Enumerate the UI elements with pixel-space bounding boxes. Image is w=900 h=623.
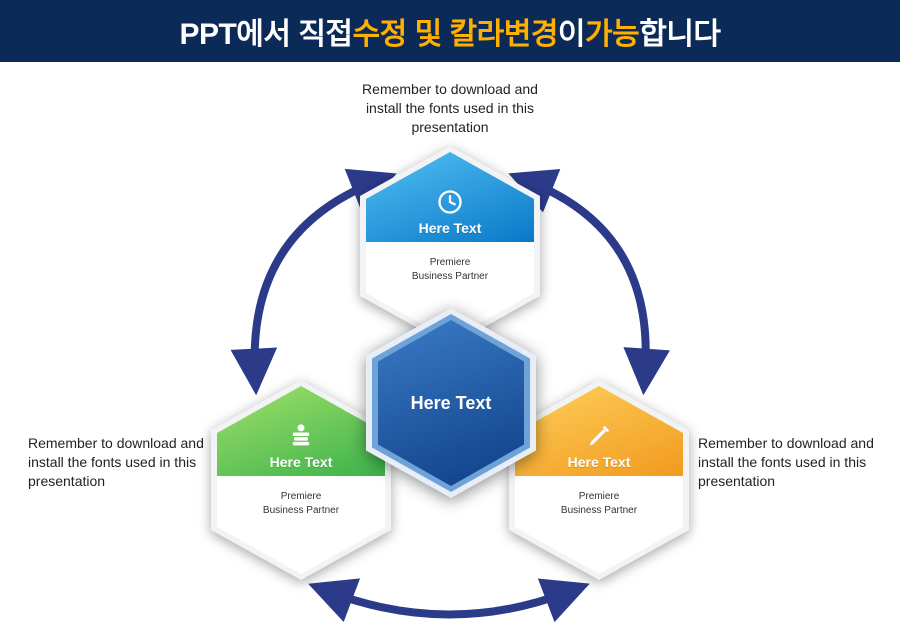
card-body: PremiereBusiness Partner [515,476,683,574]
card-body: PremiereBusiness Partner [217,476,385,574]
center-label: Here Text [411,393,492,414]
clock-icon [436,188,464,216]
hex-card-left: Here Text PremiereBusiness Partner [211,380,391,580]
card-title: Here Text [270,454,333,470]
card-body-line1: Premiere [281,490,322,504]
card-title: Here Text [419,220,482,236]
arc-tr [530,182,646,372]
card-body-line2: Business Partner [412,270,488,284]
book-icon [287,422,315,450]
note-right: Remember to download and install the fon… [698,434,893,491]
pencil-icon [585,422,613,450]
diagram-stage: Remember to download and install the fon… [0,62,900,623]
hex-card-right: Here Text PremiereBusiness Partner [509,380,689,580]
note-left: Remember to download and install the fon… [28,434,238,491]
card-body-line1: Premiere [579,490,620,504]
header-bar: PPT에서 직접 수정 및 칼라변경이 가능합니다 [0,0,900,62]
center-hexagon: Here Text [366,308,536,498]
note-top: Remember to download and install the fon… [350,80,550,137]
card-title: Here Text [568,454,631,470]
card-body-line2: Business Partner [561,504,637,518]
card-body-line2: Business Partner [263,504,339,518]
arc-tl [255,182,375,372]
card-body-line1: Premiere [430,256,471,270]
arc-b [330,592,568,615]
